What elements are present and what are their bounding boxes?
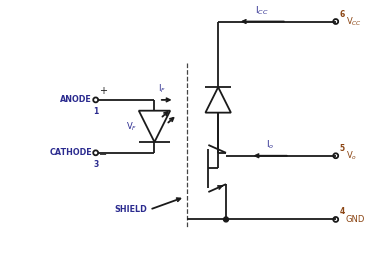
Circle shape — [224, 217, 229, 222]
Text: GND: GND — [345, 215, 365, 224]
Text: I$_o$: I$_o$ — [266, 138, 274, 151]
Text: V$_o$: V$_o$ — [345, 150, 357, 162]
Text: +: + — [99, 86, 106, 96]
Text: CATHODE: CATHODE — [49, 148, 92, 157]
Text: 1: 1 — [93, 107, 98, 116]
Text: I$_F$: I$_F$ — [158, 82, 166, 95]
Text: 4: 4 — [340, 207, 345, 216]
Text: 6: 6 — [340, 10, 345, 19]
Text: I$_{CC}$: I$_{CC}$ — [256, 4, 269, 17]
Text: V$_F$: V$_F$ — [125, 120, 137, 133]
Text: 3: 3 — [93, 160, 98, 169]
Text: SHIELD: SHIELD — [115, 205, 148, 214]
Text: 5: 5 — [340, 144, 345, 153]
Text: V$_{CC}$: V$_{CC}$ — [345, 15, 361, 28]
Text: ANODE: ANODE — [60, 96, 92, 104]
Text: −: − — [99, 150, 107, 160]
